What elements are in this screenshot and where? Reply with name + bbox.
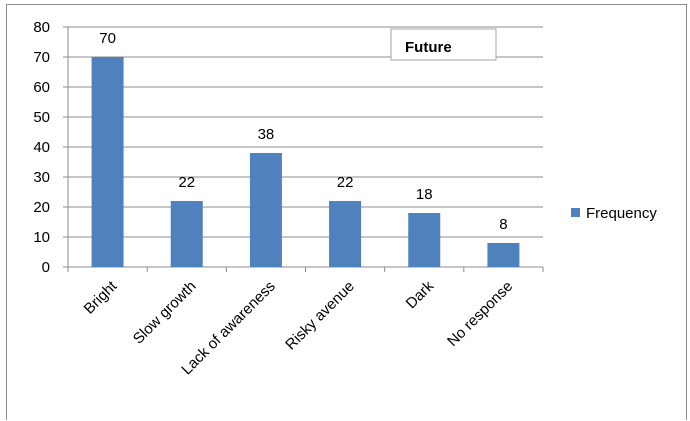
category-label: Bright [81,277,121,317]
y-tick-label: 60 [33,79,50,96]
data-label: 8 [499,216,507,233]
y-tick-label: 10 [33,229,50,246]
bar-series-frequency [91,57,520,267]
category-label: Dark [403,277,438,312]
data-label: 22 [337,174,354,191]
y-tick-label: 20 [33,199,50,216]
category-label: Risky avenue [282,278,358,354]
legend: Frequency [571,205,657,222]
y-tick-label: 40 [33,139,50,156]
data-label: 22 [178,174,195,191]
chart-title-box: Future [390,28,497,61]
legend-swatch-frequency [571,208,580,217]
bar [91,57,124,267]
bar [170,201,203,267]
x-axis-ticks [67,267,544,272]
y-tick-label: 50 [33,109,50,126]
data-label: 70 [99,30,116,47]
gridlines [68,26,543,238]
chart-frame [6,4,687,420]
category-label: No response [444,278,516,350]
data-label: 38 [258,126,275,143]
bar [408,213,441,267]
y-tick-label: 70 [33,49,50,66]
data-label: 18 [416,186,433,203]
data-labels: 70 22 38 22 18 8 [99,30,507,233]
chart-title: Future [405,39,452,56]
bar [487,243,520,267]
legend-label-frequency: Frequency [586,205,657,222]
chart-title-frame [390,28,497,61]
bar [249,153,282,267]
category-label: Slow growth [130,278,200,348]
bar [329,201,362,267]
y-tick-label: 0 [42,259,50,276]
y-tick-label: 80 [33,19,50,36]
y-axis-ticks: 0 10 20 30 40 50 60 70 80 [33,19,68,276]
y-tick-label: 30 [33,169,50,186]
